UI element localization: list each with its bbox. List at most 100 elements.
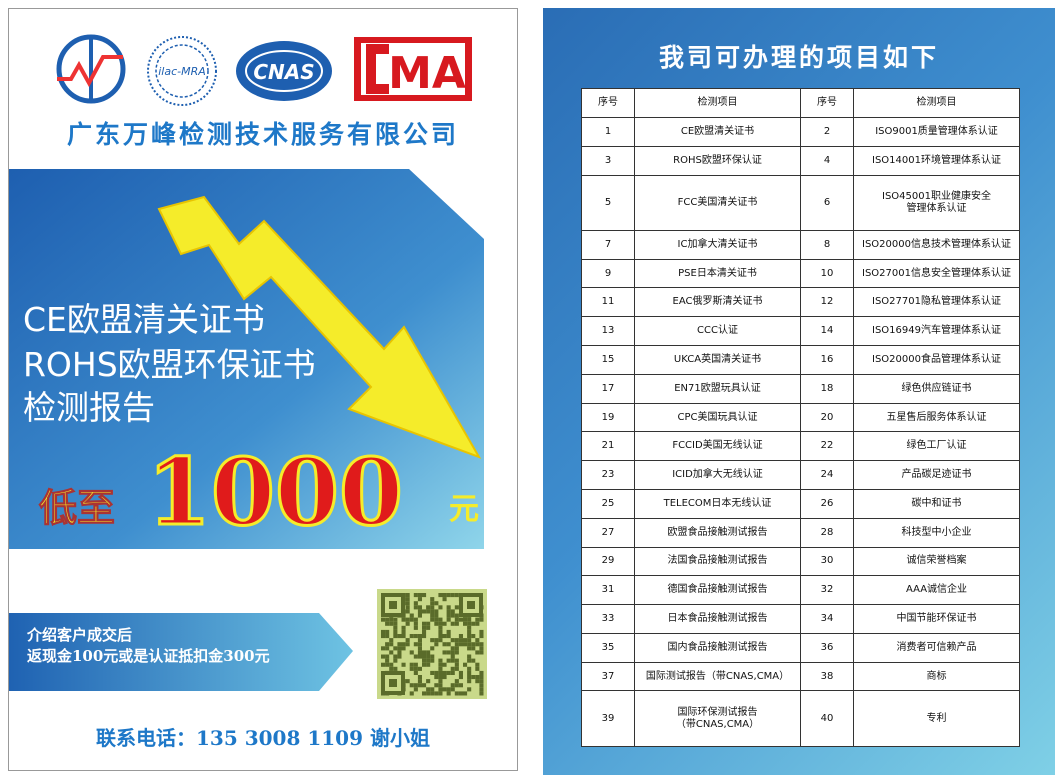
table-row: 35 国内食品接触测试报告 36 消费者可信赖产品	[581, 632, 1020, 663]
header-cell: 检测项目	[853, 88, 1020, 118]
item-cell: EAC俄罗斯清关证书	[634, 287, 801, 318]
item-cell: CPC美国玩具认证	[634, 402, 801, 433]
table-row: 21 FCCID美国无线认证 22 绿色工厂认证	[581, 431, 1020, 462]
number-cell: 2	[800, 117, 854, 147]
number-cell: 34	[800, 604, 854, 634]
item-cell: FCCID美国无线认证	[634, 431, 801, 462]
table-row: 17 EN71欧盟玩具认证 18 绿色供应链证书	[581, 373, 1020, 404]
company-name: 广东万峰检测技术服务有限公司	[67, 120, 459, 149]
referral-banner	[9, 613, 353, 691]
table-row: 5 FCC美国清关证书 6 ISO45001职业健康安全 管理体系认证	[581, 174, 1020, 231]
number-cell: 17	[581, 373, 635, 404]
headline-line: CE欧盟清关证书	[23, 300, 265, 339]
number-cell: 30	[800, 546, 854, 577]
number-cell: 20	[800, 402, 854, 433]
item-cell: ISO14001环境管理体系认证	[853, 145, 1020, 176]
item-cell: 绿色供应链证书	[853, 373, 1020, 404]
number-cell: 39	[581, 690, 635, 747]
logo-cnas-text: CNAS	[253, 60, 314, 84]
number-cell: 19	[581, 402, 635, 433]
number-cell: 16	[800, 345, 854, 375]
item-cell: TELECOM日本无线认证	[634, 488, 801, 519]
flyer-front: ilac-MRA CNAS MA 广东万峰检测技术服务有限公司 CE欧盟清关证书…	[8, 8, 518, 771]
table-row: 7 IC加拿大清关证书 8 ISO20000信息技术管理体系认证	[581, 229, 1020, 260]
logo-wf	[56, 34, 126, 104]
logo-ilac: ilac-MRA	[147, 36, 217, 106]
item-cell: ISO9001质量管理体系认证	[853, 117, 1020, 147]
headline-line: ROHS欧盟环保证书	[23, 345, 316, 384]
down-arrow	[157, 195, 482, 459]
number-cell: 26	[800, 488, 854, 519]
number-cell: 11	[581, 287, 635, 318]
flyer-back: 我司可办理的项目如下 序号 检测项目 序号 检测项目 1 CE欧盟清关证书 2 ISO900…	[543, 8, 1055, 775]
number-cell: 10	[800, 258, 854, 289]
item-cell: ICID加拿大无线认证	[634, 460, 801, 490]
number-cell: 27	[581, 517, 635, 548]
item-cell: 欧盟食品接触测试报告	[634, 517, 801, 548]
item-cell: ISO45001职业健康安全 管理体系认证	[853, 174, 1020, 231]
logo-ilac-text: ilac-MRA	[158, 65, 206, 78]
table-row: 15 UKCA英国清关证书 16 ISO20000食品管理体系认证	[581, 345, 1020, 375]
number-cell: 31	[581, 575, 635, 606]
number-cell: 14	[800, 316, 854, 347]
item-cell: 国际测试报告（带CNAS,CMA）	[634, 661, 801, 692]
item-cell: 产品碳足迹证书	[853, 460, 1020, 490]
number-cell: 29	[581, 546, 635, 577]
header-cell: 序号	[581, 88, 635, 118]
table-row: 27 欧盟食品接触测试报告 28 科技型中小企业	[581, 517, 1020, 548]
number-cell: 18	[800, 373, 854, 404]
table-row: 3 ROHS欧盟环保认证 4 ISO14001环境管理体系认证	[581, 145, 1020, 176]
qr-code	[377, 589, 487, 699]
header-row: 序号 检测项目 序号 检测项目	[581, 88, 1020, 118]
item-cell: 碳中和证书	[853, 488, 1020, 519]
number-cell: 21	[581, 431, 635, 462]
item-cell: 国内食品接触测试报告	[634, 632, 801, 663]
item-cell: 诚信荣誉档案	[853, 546, 1020, 577]
item-cell: ISO27001信息安全管理体系认证	[853, 258, 1020, 289]
items-table: 序号 检测项目 序号 检测项目 1 CE欧盟清关证书 2 ISO9001质量管理体系认证 3 R…	[581, 88, 1020, 747]
item-cell: FCC美国清关证书	[634, 174, 801, 231]
number-cell: 35	[581, 632, 635, 663]
price-unit: 元	[449, 492, 479, 527]
number-cell: 1	[581, 117, 635, 147]
header-cell: 检测项目	[634, 88, 801, 118]
number-cell: 8	[800, 229, 854, 260]
item-cell: 商标	[853, 661, 1020, 692]
item-cell: ISO16949汽车管理体系认证	[853, 316, 1020, 347]
number-cell: 25	[581, 488, 635, 519]
logo-cnas: CNAS	[236, 41, 332, 101]
banner	[9, 169, 484, 549]
item-cell: 专利	[853, 690, 1020, 747]
number-cell: 5	[581, 174, 635, 231]
item-cell: 中国节能环保证书	[853, 604, 1020, 634]
table-row: 25 TELECOM日本无线认证 26 碳中和证书	[581, 488, 1020, 519]
number-cell: 23	[581, 460, 635, 490]
number-cell: 40	[800, 690, 854, 747]
item-cell: CE欧盟清关证书	[634, 117, 801, 147]
number-cell: 36	[800, 632, 854, 663]
table-row: 1 CE欧盟清关证书 2 ISO9001质量管理体系认证	[581, 117, 1020, 147]
referral-line: 介绍客户成交后	[26, 626, 132, 644]
table-row: 31 德国食品接触测试报告 32 AAA诚信企业	[581, 575, 1020, 606]
list-title: 我司可办理的项目如下	[658, 43, 939, 72]
table-row: 33 日本食品接触测试报告 34 中国节能环保证书	[581, 604, 1020, 634]
table-row: 39 国际环保测试报告 （带CNAS,CMA） 40 专利	[581, 690, 1020, 747]
number-cell: 13	[581, 316, 635, 347]
item-cell: ISO27701隐私管理体系认证	[853, 287, 1020, 318]
item-cell: EN71欧盟玩具认证	[634, 373, 801, 404]
logo-cma-text: MA	[388, 48, 466, 99]
table-row: 29 法国食品接触测试报告 30 诚信荣誉档案	[581, 546, 1020, 577]
table-row: 19 CPC美国玩具认证 20 五星售后服务体系认证	[581, 402, 1020, 433]
item-cell: ISO20000食品管理体系认证	[853, 345, 1020, 375]
table-row: 11 EAC俄罗斯清关证书 12 ISO27701隐私管理体系认证	[581, 287, 1020, 318]
item-cell: 五星售后服务体系认证	[853, 402, 1020, 433]
number-cell: 15	[581, 345, 635, 375]
number-cell: 6	[800, 174, 854, 231]
contact: 联系电话：135 3008 1109 谢小姐	[96, 726, 430, 750]
number-cell: 32	[800, 575, 854, 606]
item-cell: UKCA英国清关证书	[634, 345, 801, 375]
number-cell: 22	[800, 431, 854, 462]
item-cell: 科技型中小企业	[853, 517, 1020, 548]
table-row: 37 国际测试报告（带CNAS,CMA） 38 商标	[581, 661, 1020, 692]
